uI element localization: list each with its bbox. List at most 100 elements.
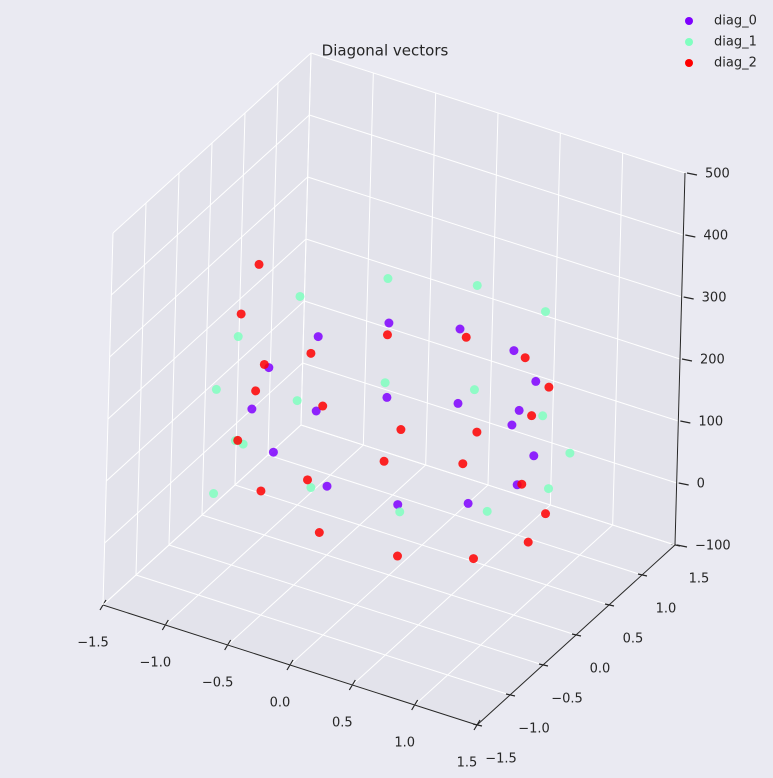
z-tick	[680, 420, 691, 424]
z-tick	[681, 358, 693, 362]
point	[233, 435, 243, 445]
grid-line	[105, 300, 305, 482]
point	[565, 448, 575, 458]
point	[382, 330, 392, 340]
grid-line	[307, 176, 682, 298]
legend-marker	[685, 17, 693, 25]
point	[382, 392, 392, 402]
point	[322, 481, 332, 491]
z-tick	[685, 234, 696, 238]
grid-line	[304, 300, 679, 422]
z-tick-label: 200	[700, 353, 725, 368]
point	[233, 332, 243, 342]
point	[472, 427, 482, 437]
grid-line	[109, 176, 309, 358]
point	[209, 489, 219, 499]
z-tick	[683, 296, 694, 300]
point	[469, 385, 479, 395]
point	[514, 405, 524, 415]
grid-line	[135, 574, 511, 696]
point	[544, 484, 553, 494]
point	[311, 406, 321, 416]
point	[393, 500, 403, 510]
point	[236, 309, 246, 319]
legend-label: diag_1	[714, 35, 757, 50]
grid-line	[201, 514, 577, 636]
y-tick-label: −0.5	[551, 692, 583, 707]
grid-line	[267, 454, 643, 576]
grid-line	[102, 424, 302, 606]
point	[520, 353, 530, 363]
y-tick-label: −1.0	[518, 722, 550, 737]
z-tick	[678, 482, 689, 486]
y-axis	[476, 544, 676, 726]
grid-line	[300, 424, 676, 546]
x-tick-label: 0.0	[270, 696, 291, 711]
point	[531, 376, 541, 386]
point	[254, 259, 264, 269]
point	[523, 537, 533, 547]
point	[507, 420, 517, 430]
point	[292, 396, 302, 406]
z-tick-label: 500	[705, 167, 730, 182]
y-tick-label: 1.0	[656, 602, 677, 617]
point	[472, 280, 482, 290]
z-tick-label: −100	[695, 539, 731, 554]
point	[396, 425, 406, 435]
point	[306, 348, 316, 358]
point	[529, 451, 539, 461]
z-tick-label: 400	[703, 229, 728, 244]
point	[295, 291, 305, 301]
point	[313, 332, 323, 342]
point	[384, 318, 394, 328]
grid-line	[234, 484, 610, 606]
point	[306, 483, 316, 493]
point	[544, 382, 554, 392]
grid-line	[305, 238, 681, 360]
point	[247, 404, 257, 414]
y-tick-label: 0.5	[623, 632, 644, 647]
grid-line	[107, 238, 307, 420]
point	[541, 509, 551, 519]
y-tick-label: 0.0	[590, 662, 611, 677]
x-tick-label: 1.5	[457, 756, 478, 771]
point	[453, 398, 463, 408]
point	[527, 411, 537, 421]
point	[517, 479, 527, 489]
y-tick-label: 1.5	[689, 572, 710, 587]
point	[461, 332, 471, 342]
point	[379, 456, 389, 466]
y-tick-label: −1.5	[485, 752, 517, 767]
legend-marker	[685, 38, 693, 46]
legend-label: diag_0	[714, 14, 757, 29]
point	[455, 324, 465, 334]
grid-line	[310, 52, 686, 174]
grid-line	[168, 544, 544, 666]
point	[458, 459, 468, 469]
point	[383, 274, 393, 284]
x-tick-label: −1.0	[140, 656, 172, 671]
point	[380, 378, 390, 388]
x-tick-label: −1.5	[77, 636, 109, 651]
z-axis	[674, 172, 686, 546]
point	[463, 498, 473, 508]
point	[482, 506, 492, 516]
x-tick-label: 1.0	[394, 736, 415, 751]
z-tick-label: 300	[702, 291, 727, 306]
point	[268, 447, 278, 457]
point	[509, 346, 519, 356]
z-tick	[686, 172, 698, 176]
grid-line	[104, 362, 304, 544]
z-tick-label: 0	[697, 477, 705, 492]
legend-marker	[685, 59, 693, 67]
point	[251, 386, 261, 396]
point	[259, 359, 269, 369]
legend-label: diag_2	[714, 56, 757, 71]
point	[211, 384, 221, 394]
x-axis	[102, 604, 478, 726]
x-tick-label: −0.5	[202, 676, 234, 691]
point	[393, 551, 402, 561]
point	[395, 507, 405, 517]
point	[303, 475, 313, 485]
